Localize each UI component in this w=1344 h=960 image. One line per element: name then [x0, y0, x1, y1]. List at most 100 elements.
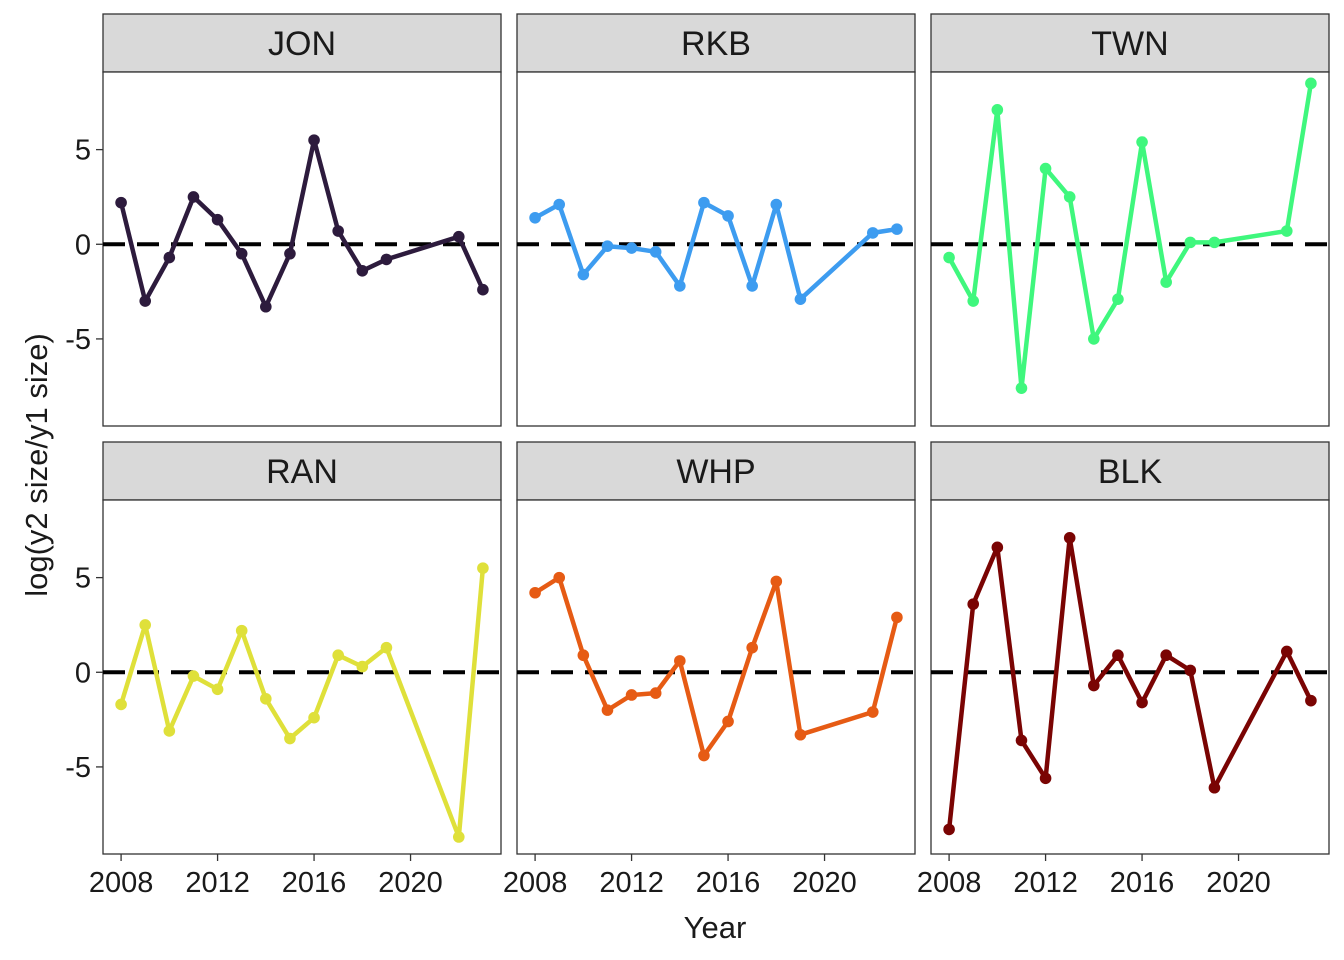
data-point-whp [770, 575, 783, 588]
data-point-whp [649, 687, 662, 699]
data-point-ran [477, 562, 489, 574]
data-point-rkb [891, 223, 903, 235]
data-point-blk [1063, 532, 1076, 544]
panel-jon: JON [102, 13, 502, 427]
data-point-rkb [866, 227, 879, 239]
panel-strip-label: RKB [681, 25, 751, 63]
data-point-twn [943, 251, 955, 264]
data-point-blk [967, 598, 980, 610]
data-point-jon [235, 247, 248, 260]
data-point-rkb [529, 211, 541, 224]
data-point-ran [115, 698, 127, 711]
data-point-blk [1088, 679, 1100, 692]
panel-strip [516, 441, 916, 501]
data-point-rkb [553, 198, 566, 211]
y-tick-label: 0 [75, 657, 91, 689]
data-point-blk [991, 541, 1004, 554]
data-point-ran [139, 619, 152, 631]
series-line-blk [946, 535, 1314, 832]
data-point-whp [601, 704, 614, 716]
panel-rkb: RKB [516, 13, 916, 427]
data-point-jon [163, 251, 176, 264]
x-tick-label: 2008 [503, 867, 568, 899]
data-point-whp [891, 611, 903, 624]
data-point-jon [284, 247, 296, 260]
data-point-blk [1039, 772, 1052, 785]
data-point-ran [332, 649, 344, 662]
data-point-twn [1160, 276, 1172, 288]
data-point-jon [332, 225, 344, 237]
data-point-ran [187, 670, 200, 682]
x-tick-label: 2020 [378, 867, 443, 899]
panel-strip-label: BLK [1098, 453, 1163, 491]
data-point-whp [746, 641, 758, 654]
x-axis-title: Year [684, 910, 747, 945]
data-point-twn [1184, 236, 1197, 249]
y-tick-label: -5 [65, 324, 91, 356]
data-point-whp [625, 689, 638, 701]
data-point-jon [260, 300, 272, 313]
data-point-rkb [674, 280, 686, 292]
x-tick-label: 2016 [696, 867, 761, 899]
data-point-twn [1112, 293, 1124, 305]
data-point-ran [235, 624, 248, 637]
data-point-rkb [601, 240, 614, 252]
panel-plot-area [516, 499, 916, 855]
data-point-twn [1280, 225, 1293, 237]
data-point-jon [477, 283, 489, 296]
data-point-whp [722, 715, 734, 728]
panel-ran: RAN [102, 441, 502, 855]
data-point-rkb [722, 210, 734, 222]
data-point-whp [794, 728, 807, 741]
data-point-twn [1015, 382, 1028, 394]
data-point-blk [943, 823, 955, 836]
panel-strip [102, 13, 502, 73]
panel-plot-area [930, 71, 1330, 427]
data-point-rkb [649, 246, 662, 258]
panel-whp: WHP [516, 441, 916, 855]
panel-twn: TWN [930, 13, 1330, 427]
data-point-rkb [770, 198, 783, 211]
data-point-blk [1112, 649, 1124, 662]
data-point-ran [308, 711, 320, 724]
panel-strip [930, 441, 1330, 501]
data-point-blk [1015, 734, 1028, 747]
data-point-jon [211, 213, 224, 226]
y-axes-layer: -5 0 5 -5 0 5 [65, 135, 103, 784]
data-point-whp [866, 706, 879, 718]
data-point-rkb [746, 280, 758, 292]
panel-strip-label: WHP [676, 453, 755, 491]
data-point-blk [1280, 645, 1293, 658]
panel-strip-label: RAN [266, 453, 338, 491]
data-point-ran [260, 692, 272, 705]
x-tick-label: 2008 [917, 867, 982, 899]
panel-plot-area [102, 499, 502, 855]
panels-layer: JON RKB TWN RAN WHP BLK [102, 13, 1330, 855]
x-tick-label: 2016 [1110, 867, 1175, 899]
data-point-rkb [794, 293, 807, 305]
data-point-whp [577, 649, 590, 662]
data-point-ran [284, 732, 296, 745]
data-point-rkb [577, 268, 590, 281]
x-tick-label: 2016 [282, 867, 347, 899]
data-point-ran [380, 641, 393, 654]
data-point-whp [529, 586, 541, 599]
data-point-rkb [625, 242, 638, 254]
series-line-whp [532, 575, 900, 758]
x-tick-label: 2020 [1206, 867, 1271, 899]
x-tick-label: 2012 [1013, 867, 1078, 899]
data-point-jon [308, 134, 320, 146]
panel-strip [930, 13, 1330, 73]
y-tick-label: 5 [75, 563, 91, 595]
data-point-twn [1088, 333, 1100, 345]
x-tick-label: 2012 [599, 867, 664, 899]
data-point-jon [380, 253, 393, 266]
x-tick-label: 2012 [185, 867, 250, 899]
x-axes-layer: 2008 2012 2016 2020 2008 2012 2016 2020 2008 2012… [89, 854, 1271, 899]
data-point-blk [1305, 694, 1317, 707]
data-point-jon [452, 230, 465, 243]
data-point-jon [139, 295, 152, 307]
data-point-twn [1136, 136, 1148, 148]
data-point-rkb [698, 196, 710, 209]
data-point-ran [452, 831, 465, 843]
